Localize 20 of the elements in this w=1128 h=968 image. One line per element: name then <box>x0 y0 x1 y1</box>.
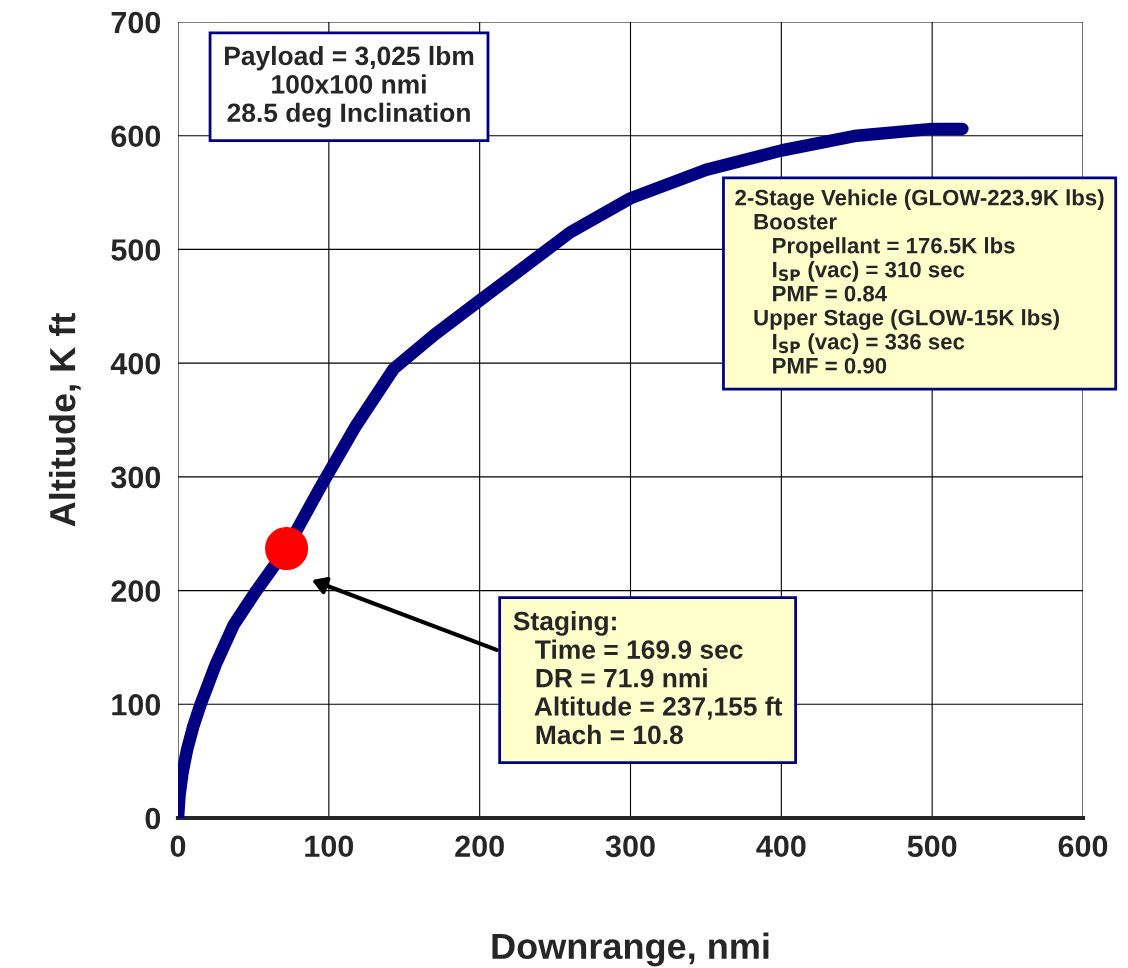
text: 2-Stage Vehicle (GLOW-223.9K lbs) Booster Propellant = 176.5K lbs I$_{SP}$ (vac) = 310 sec PMF = 0.84 Upper Stage (GLOW-15K lbs) I$_{SP}$ (vac) = 336 sec PMF = 0.90 <box>735 189 1104 374</box>
y-tick-label: 600 <box>111 125 161 148</box>
y-tick-label: 500 <box>111 239 161 261</box>
y-tick-label: 300 <box>111 466 161 489</box>
x-tick-label: 300 <box>605 835 655 858</box>
x-tick-label: 400 <box>756 835 806 858</box>
x-tick-label: 0 <box>170 835 186 858</box>
x-tick-label: 500 <box>907 835 957 858</box>
y-tick-label: 400 <box>110 352 161 375</box>
y-axis-title: Altitude, K ft <box>48 313 81 527</box>
y-tick-label: 700 <box>111 11 161 34</box>
x-tick-label: 600 <box>1058 835 1108 858</box>
x-tick-label: 200 <box>455 835 504 858</box>
y-tick-label: 0 <box>145 807 161 830</box>
annotation: Payload = 3,025 lbm 100x100 nmi 28.5 deg Inclination <box>225 45 474 128</box>
x-axis-title: Downrange, nmi <box>492 932 769 967</box>
x-tick-label: 100 <box>305 835 354 858</box>
y-tick-label: 200 <box>111 580 161 602</box>
y-tick-label: 100 <box>112 694 161 716</box>
annotation: Staging: Time = 169.9 sec DR = 71.9 nmi Altitude = 237,155 ft Mach = 10.8 <box>513 611 783 745</box>
